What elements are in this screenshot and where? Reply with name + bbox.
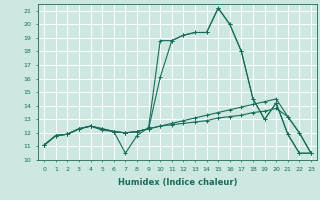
X-axis label: Humidex (Indice chaleur): Humidex (Indice chaleur) — [118, 178, 237, 186]
